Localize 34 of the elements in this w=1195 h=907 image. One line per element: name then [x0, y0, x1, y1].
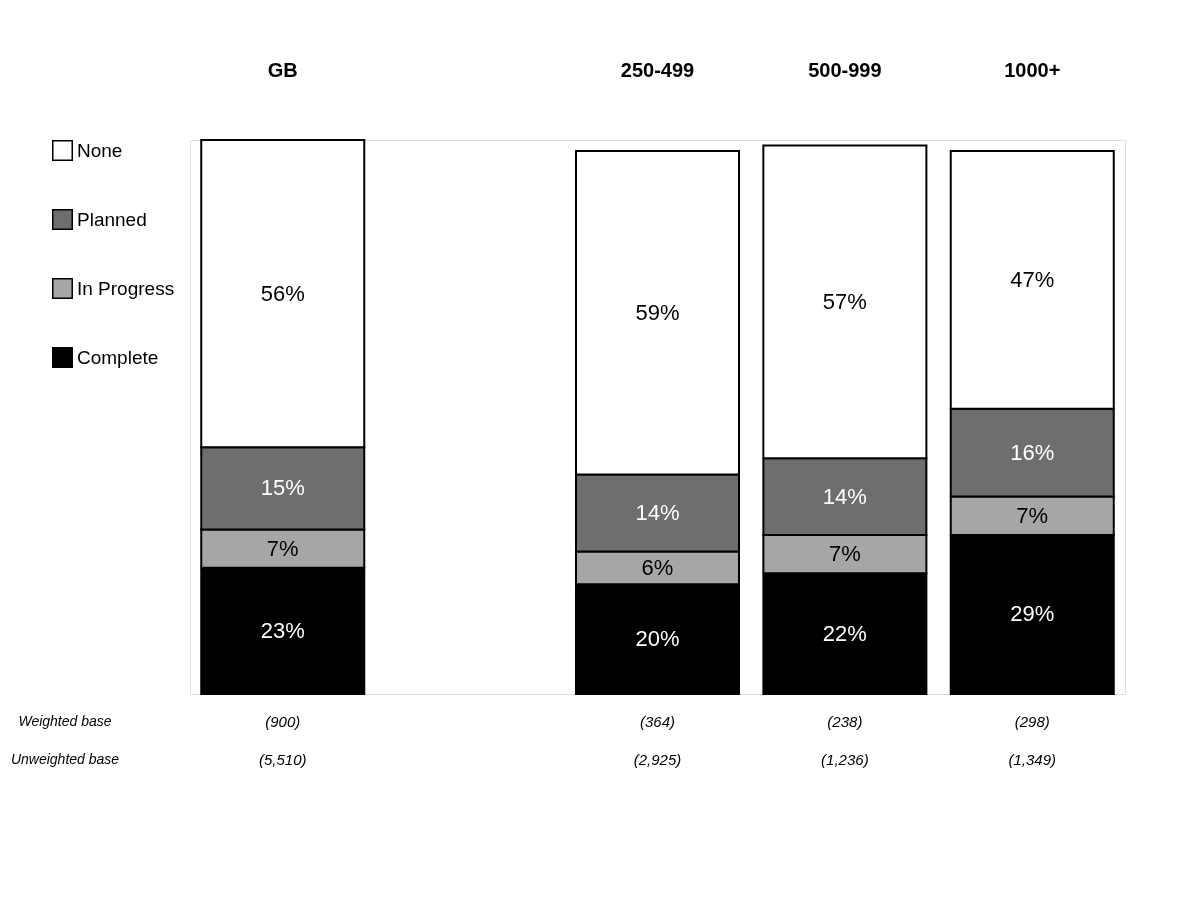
- data-label: 14%: [635, 499, 680, 525]
- x-tick-label: 1000+: [1004, 58, 1061, 81]
- data-label: 7%: [266, 535, 299, 561]
- data-label: 56%: [260, 280, 305, 306]
- text: Weighted base: [18, 713, 112, 729]
- x-tick-label: 250-499: [620, 58, 695, 81]
- data-label: 23%: [260, 617, 305, 643]
- data-label: 59%: [635, 299, 680, 325]
- x-tick-label: GB: [267, 58, 298, 81]
- data-label: 29%: [1010, 601, 1055, 627]
- data-label: 47%: [1010, 266, 1055, 292]
- legend-label: Planned: [77, 208, 147, 230]
- data-label: 14%: [822, 483, 867, 509]
- data-label: 15%: [260, 475, 305, 501]
- data-label: 22%: [822, 620, 867, 646]
- data-label: 7%: [828, 541, 861, 567]
- data-label: 20%: [635, 626, 680, 652]
- text: (1,349): [1008, 751, 1057, 768]
- data-label: 6%: [641, 554, 674, 580]
- text: Unweighted base: [10, 751, 120, 767]
- text: (900): [265, 713, 301, 730]
- data-label: 7%: [1016, 502, 1049, 528]
- legend-label: Complete: [77, 346, 159, 368]
- text: (1,236): [821, 751, 869, 768]
- text: (298): [1014, 713, 1050, 730]
- text: (5,510): [258, 751, 307, 768]
- text: (238): [827, 713, 863, 730]
- x-tick-label: 500-999: [808, 58, 882, 81]
- data-label: 57%: [822, 288, 867, 314]
- text: (364): [639, 713, 676, 730]
- data-label: 16%: [1010, 439, 1055, 465]
- text: (2,925): [633, 751, 682, 768]
- legend-label: None: [77, 139, 123, 161]
- legend-label: In Progress: [77, 277, 175, 299]
